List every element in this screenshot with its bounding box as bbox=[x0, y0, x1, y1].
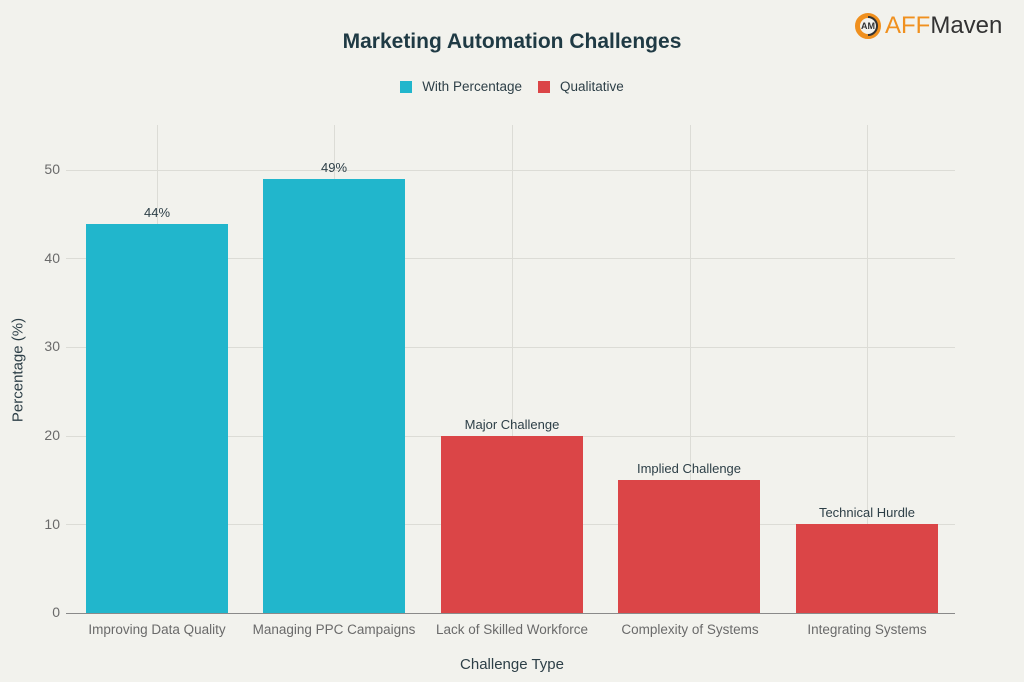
plot-area: 44% 49% Major Challenge Implied Challeng… bbox=[66, 125, 955, 614]
x-axis-line bbox=[66, 613, 955, 614]
gridline bbox=[66, 347, 955, 348]
bar-lack-of-skilled-workforce[interactable] bbox=[441, 436, 583, 613]
bar-value-label: Major Challenge bbox=[464, 417, 560, 432]
gridline bbox=[690, 125, 691, 613]
x-tick-label: Improving Data Quality bbox=[88, 622, 226, 637]
x-tick-label: Managing PPC Campaigns bbox=[252, 622, 416, 637]
y-tick-50: 50 bbox=[44, 161, 60, 177]
bar-value-label: 49% bbox=[320, 160, 348, 175]
gridline bbox=[66, 258, 955, 259]
gridline bbox=[867, 125, 868, 613]
affmaven-logo: AM AFF Maven bbox=[855, 12, 1002, 40]
legend-item-with-percentage[interactable]: With Percentage bbox=[400, 79, 522, 94]
y-tick-30: 30 bbox=[44, 338, 60, 354]
x-tick-label: Lack of Skilled Workforce bbox=[435, 622, 589, 637]
y-tick-20: 20 bbox=[44, 427, 60, 443]
y-tick-40: 40 bbox=[44, 250, 60, 266]
bar-value-label: Implied Challenge bbox=[636, 461, 742, 476]
legend-label: With Percentage bbox=[422, 79, 522, 94]
logo-maven-text: Maven bbox=[930, 12, 1003, 39]
y-tick-10: 10 bbox=[44, 516, 60, 532]
legend-item-qualitative[interactable]: Qualitative bbox=[538, 79, 624, 94]
bar-integrating-systems[interactable] bbox=[796, 524, 938, 613]
bar-value-label: Technical Hurdle bbox=[818, 505, 916, 520]
legend-swatch-cyan bbox=[400, 80, 413, 93]
gridline bbox=[512, 125, 513, 613]
bar-complexity-of-systems[interactable] bbox=[618, 480, 760, 613]
legend-label: Qualitative bbox=[560, 79, 624, 94]
gridline bbox=[66, 170, 955, 171]
y-axis-title: Percentage (%) bbox=[9, 317, 27, 423]
y-tick-0: 0 bbox=[52, 604, 60, 620]
bar-value-label: 44% bbox=[143, 205, 171, 220]
logo-aff-text: AFF bbox=[885, 12, 931, 39]
legend-swatch-red bbox=[538, 80, 550, 93]
bar-improving-data-quality[interactable] bbox=[86, 224, 228, 613]
chart-title: Marketing Automation Challenges bbox=[342, 30, 682, 53]
x-axis-title: Challenge Type bbox=[460, 656, 564, 673]
x-tick-label: Integrating Systems bbox=[807, 622, 927, 637]
bar-managing-ppc-campaigns[interactable] bbox=[263, 179, 405, 613]
x-tick-label: Complexity of Systems bbox=[621, 622, 759, 637]
legend: With Percentage Qualitative bbox=[0, 79, 1024, 94]
am-monogram-icon: AM bbox=[855, 13, 881, 39]
